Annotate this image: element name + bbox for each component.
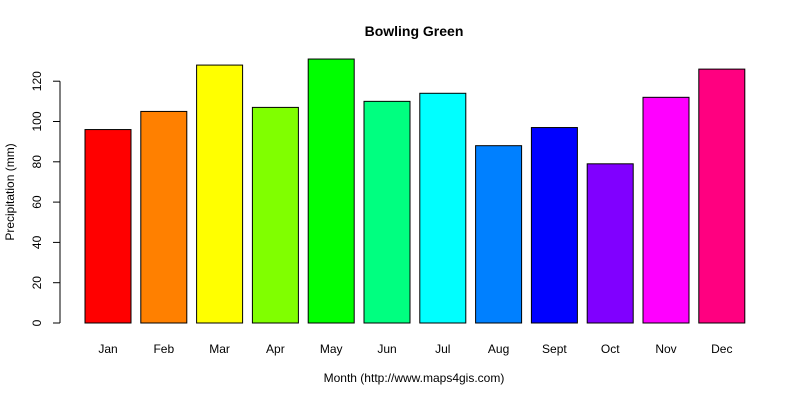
- bar-jun: [363, 100, 411, 324]
- y-tick-label: 40: [30, 235, 44, 249]
- bar-mar: [196, 64, 244, 324]
- chart-title: Bowling Green: [365, 23, 464, 39]
- bar-apr: [251, 106, 299, 324]
- y-axis-label: Precipitation (mm): [3, 143, 17, 240]
- x-tick-label-oct: Oct: [601, 342, 620, 356]
- bar-nov: [642, 96, 690, 324]
- bar-aug: [475, 145, 523, 324]
- x-tick-label-mar: Mar: [209, 342, 230, 356]
- x-tick-label-sept: Sept: [542, 342, 567, 356]
- bar-jul: [419, 92, 467, 324]
- x-tick-label-dec: Dec: [711, 342, 732, 356]
- bar-feb: [140, 110, 188, 324]
- x-tick-labels: Jan Feb Mar Apr May Jun Jul Aug Sept Oct Nov Dec: [98, 342, 732, 356]
- x-tick-label-jan: Jan: [98, 342, 117, 356]
- y-tick-label: 60: [30, 195, 44, 209]
- y-tick-label: 120: [30, 71, 44, 91]
- bar-dec: [698, 68, 746, 324]
- y-axis: 0 20 40 60 80 100 120: [30, 71, 61, 326]
- x-tick-label-nov: Nov: [655, 342, 676, 356]
- y-tick-label: 0: [30, 319, 44, 326]
- x-tick-label-aug: Aug: [488, 342, 509, 356]
- bar-may: [307, 58, 355, 324]
- bar-jan: [84, 129, 132, 324]
- x-tick-label-jul: Jul: [435, 342, 450, 356]
- x-tick-label-may: May: [320, 342, 343, 356]
- x-axis-label: Month (http://www.maps4gis.com): [324, 371, 505, 385]
- x-tick-label-jun: Jun: [377, 342, 396, 356]
- y-tick-label: 100: [30, 111, 44, 131]
- bar-sept: [530, 127, 578, 324]
- x-tick-label-apr: Apr: [266, 342, 285, 356]
- bars: [84, 58, 746, 324]
- bar-oct: [586, 163, 634, 324]
- y-tick-label: 20: [30, 276, 44, 290]
- x-tick-label-feb: Feb: [153, 342, 174, 356]
- y-tick-label: 80: [30, 155, 44, 169]
